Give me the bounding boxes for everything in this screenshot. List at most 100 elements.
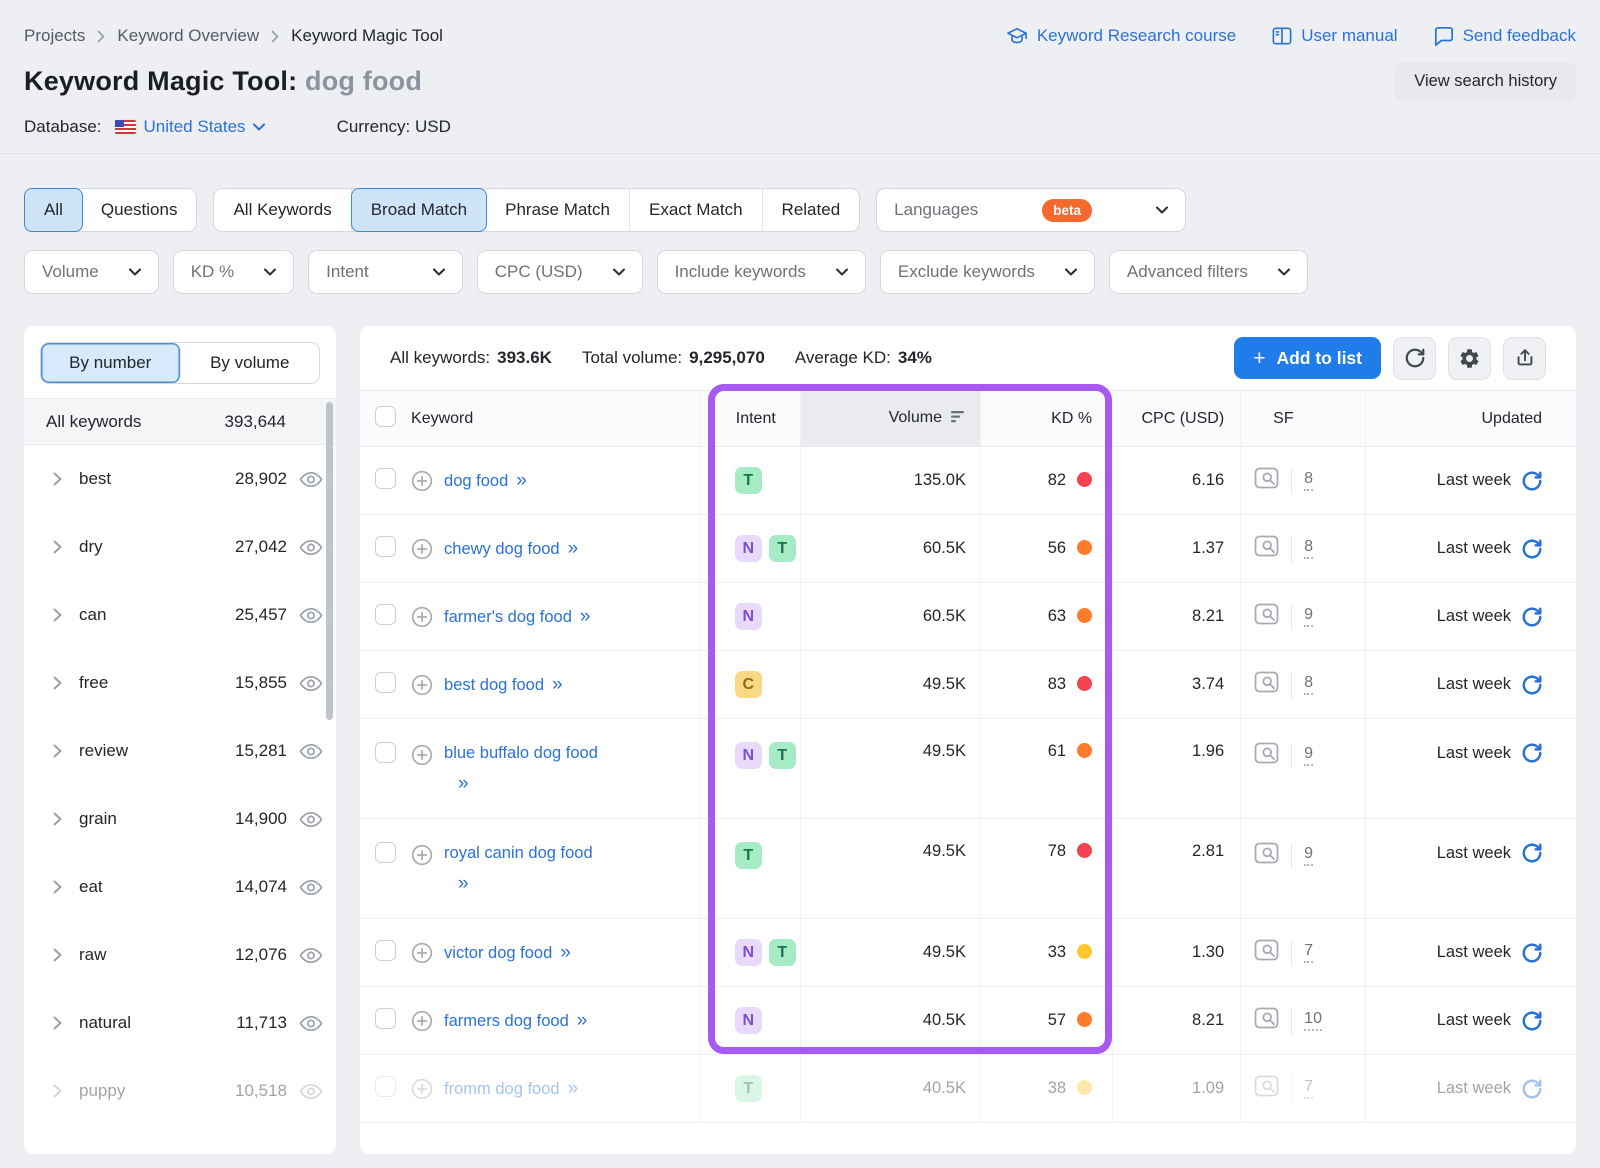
eye-icon[interactable]	[299, 1083, 323, 1100]
sidebar-tab-by-volume[interactable]: By volume	[210, 353, 290, 372]
column-header-keyword[interactable]: Keyword	[410, 390, 701, 447]
serp-preview-icon[interactable]	[1254, 467, 1279, 494]
add-keyword-icon[interactable]	[411, 1010, 433, 1032]
serp-preview-icon[interactable]	[1254, 671, 1279, 698]
serp-preview-icon[interactable]	[1254, 1007, 1279, 1034]
refresh-keyword-icon[interactable]	[1521, 674, 1543, 696]
sidebar-group-raw[interactable]: raw 12,076	[24, 921, 336, 989]
chevron-right-icon[interactable]	[53, 948, 62, 962]
chevron-right-icon[interactable]	[53, 880, 62, 894]
expand-keyword-icon[interactable]: »	[567, 1077, 579, 1099]
serp-preview-icon[interactable]	[1254, 1075, 1279, 1102]
row-checkbox[interactable]	[375, 603, 396, 625]
sf-count[interactable]: 8	[1304, 674, 1314, 695]
row-checkbox[interactable]	[375, 535, 396, 557]
refresh-keyword-icon[interactable]	[1521, 538, 1543, 560]
expand-keyword-icon[interactable]: »	[552, 673, 563, 695]
header-link-send-feedback[interactable]: Send feedback	[1434, 26, 1576, 46]
chevron-right-icon[interactable]	[53, 812, 62, 826]
sidebar-group-dry[interactable]: dry 27,042	[24, 513, 336, 581]
keyword-link[interactable]: dog food	[444, 471, 509, 490]
refresh-keyword-icon[interactable]	[1521, 470, 1543, 492]
column-header-updated[interactable]: Updated	[1365, 390, 1576, 447]
eye-icon[interactable]	[299, 947, 323, 964]
row-checkbox[interactable]	[375, 1007, 396, 1029]
row-checkbox[interactable]	[375, 939, 396, 961]
refresh-keyword-icon[interactable]	[1521, 942, 1543, 964]
sf-count[interactable]: 7	[1304, 942, 1314, 963]
expand-keyword-icon[interactable]: »	[458, 873, 469, 894]
keyword-link[interactable]: victor dog food	[444, 943, 553, 962]
sf-count[interactable]: 8	[1304, 538, 1314, 559]
sidebar-all-keywords[interactable]: All keywords 393,644	[24, 398, 336, 445]
view-search-history-button[interactable]: View search history	[1395, 62, 1576, 101]
serp-preview-icon[interactable]	[1254, 535, 1279, 562]
sidebar-scrollbar[interactable]	[326, 402, 333, 720]
refresh-keyword-icon[interactable]	[1521, 1078, 1543, 1100]
keyword-link[interactable]: blue buffalo dog food	[444, 744, 598, 762]
chevron-right-icon[interactable]	[53, 1016, 62, 1030]
refresh-table-button[interactable]	[1393, 336, 1436, 380]
languages-dropdown[interactable]: Languages beta	[876, 188, 1187, 232]
row-checkbox[interactable]	[375, 467, 396, 489]
expand-keyword-icon[interactable]: »	[458, 773, 469, 794]
tab-broad-match[interactable]: Broad Match	[350, 188, 488, 232]
row-checkbox[interactable]	[375, 742, 396, 763]
header-link-keyword-research-course[interactable]: Keyword Research course	[1006, 26, 1236, 46]
chevron-right-icon[interactable]	[53, 540, 62, 554]
serp-preview-icon[interactable]	[1254, 742, 1279, 769]
tab-related[interactable]: Related	[781, 200, 841, 219]
tab-exact-match[interactable]: Exact Match	[630, 189, 763, 231]
refresh-keyword-icon[interactable]	[1521, 606, 1543, 628]
row-checkbox[interactable]	[375, 842, 396, 863]
add-keyword-icon[interactable]	[411, 674, 433, 696]
keyword-link[interactable]: best dog food	[444, 675, 545, 694]
add-keyword-icon[interactable]	[411, 844, 433, 866]
database-selector[interactable]: United States	[144, 117, 265, 137]
expand-keyword-icon[interactable]: »	[516, 469, 527, 491]
eye-icon[interactable]	[299, 471, 323, 488]
eye-icon[interactable]	[299, 743, 323, 760]
add-keyword-icon[interactable]	[411, 744, 433, 766]
sidebar-group-natural[interactable]: natural 11,713	[24, 989, 336, 1057]
serp-preview-icon[interactable]	[1254, 603, 1279, 630]
eye-icon[interactable]	[299, 879, 323, 896]
chevron-right-icon[interactable]	[53, 676, 62, 690]
sidebar-tab-by-number[interactable]: By number	[41, 343, 181, 383]
column-header-kd[interactable]: KD %	[979, 390, 1113, 447]
header-link-user-manual[interactable]: User manual	[1272, 26, 1398, 46]
breadcrumb-item-keyword-overview[interactable]: Keyword Overview	[117, 26, 260, 45]
column-header-volume[interactable]: Volume	[799, 390, 981, 447]
eye-icon[interactable]	[299, 539, 323, 556]
chevron-right-icon[interactable]	[53, 1084, 62, 1098]
add-keyword-icon[interactable]	[411, 470, 433, 492]
sf-count[interactable]: 9	[1304, 745, 1314, 766]
eye-icon[interactable]	[299, 811, 323, 828]
keyword-link[interactable]: royal canin dog food	[444, 844, 593, 862]
filter-kd[interactable]: KD %	[172, 250, 295, 294]
expand-keyword-icon[interactable]: »	[567, 537, 579, 559]
add-keyword-icon[interactable]	[411, 538, 433, 560]
refresh-keyword-icon[interactable]	[1521, 842, 1543, 864]
row-checkbox[interactable]	[375, 1075, 396, 1097]
filter-exclude-keywords[interactable]: Exclude keywords	[879, 250, 1095, 294]
add-keyword-icon[interactable]	[411, 1078, 433, 1100]
sidebar-group-eat[interactable]: eat 14,074	[24, 853, 336, 921]
eye-icon[interactable]	[299, 607, 323, 624]
sf-count[interactable]: 9	[1304, 845, 1314, 866]
add-to-list-button[interactable]: + Add to list	[1234, 337, 1381, 379]
keyword-link[interactable]: chewy dog food	[444, 539, 560, 558]
export-button[interactable]	[1503, 336, 1546, 380]
column-header-intent[interactable]: Intent	[699, 390, 801, 447]
keyword-link[interactable]: fromm dog food	[444, 1079, 560, 1098]
sf-count[interactable]: 7	[1304, 1078, 1314, 1099]
eye-icon[interactable]	[299, 1015, 323, 1032]
sidebar-group-can[interactable]: can 25,457	[24, 581, 336, 649]
refresh-keyword-icon[interactable]	[1521, 742, 1543, 764]
expand-keyword-icon[interactable]: »	[560, 941, 571, 963]
breadcrumb-item-projects[interactable]: Projects	[24, 26, 86, 45]
add-keyword-icon[interactable]	[411, 942, 433, 964]
sf-count[interactable]: 10	[1304, 1010, 1322, 1031]
refresh-keyword-icon[interactable]	[1521, 1010, 1543, 1032]
add-keyword-icon[interactable]	[411, 606, 433, 628]
